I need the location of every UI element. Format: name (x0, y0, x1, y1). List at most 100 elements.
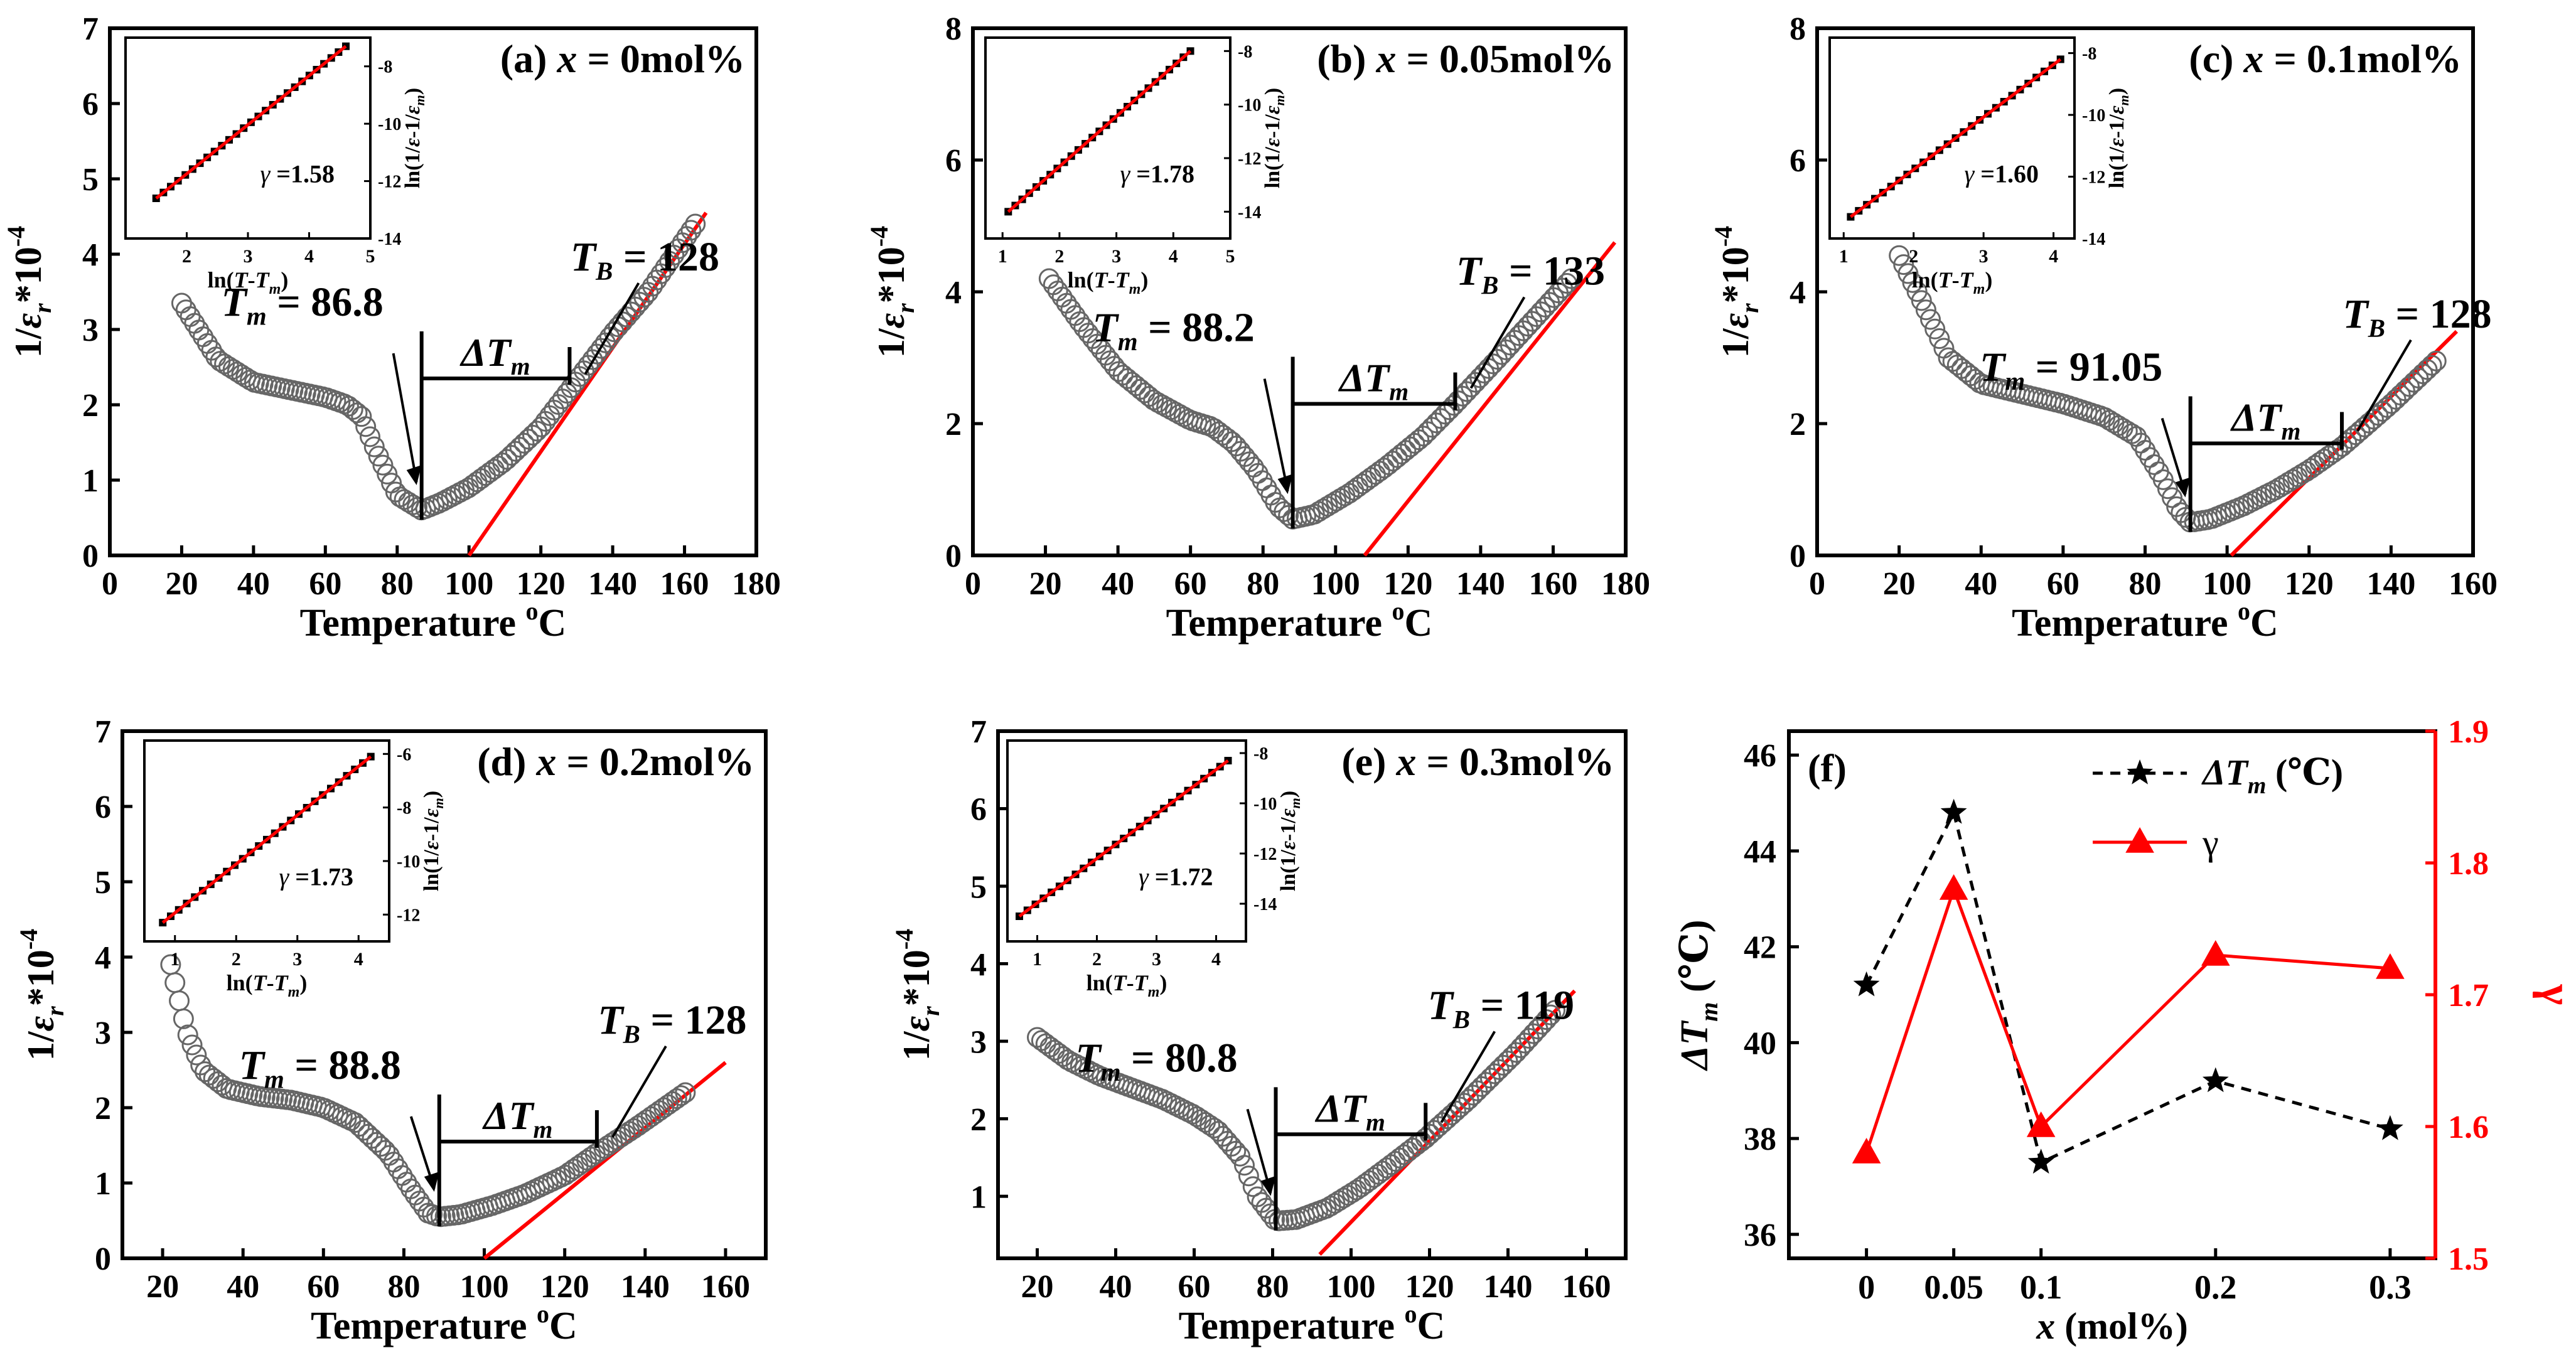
data-point (2421, 355, 2442, 376)
delta-tm-point (1853, 971, 1880, 997)
data-point (1234, 1155, 1255, 1176)
y-tick-label: 3 (970, 1024, 987, 1060)
y-tick-label-left: 38 (1744, 1121, 1776, 1157)
inset-y-tick-label: -10 (1253, 795, 1277, 814)
tm-arrowhead (1277, 474, 1293, 495)
tm-label: Tm = 91.05 (1980, 345, 2162, 396)
gamma-label: γ =1.60 (1965, 159, 2039, 188)
x-tick-label: 60 (2047, 566, 2080, 602)
panel-d: 20 40 60 80 100 120 140 160 0 1 2 3 4 5 6 7 Temperature … (14, 714, 768, 1347)
inset-frame (124, 36, 372, 240)
data-point (173, 1008, 194, 1029)
x-axis-label: x (mol%) (2036, 1305, 2188, 1347)
x-axis-label: Temperature oC (311, 1300, 577, 1347)
panel-label: (e) x = 0.3mol% (1341, 739, 1614, 784)
data-point (2135, 439, 2156, 461)
inset-y-tick-label: -8 (378, 58, 392, 77)
delta-tm-label: ΔTm (459, 330, 530, 380)
x-tick-label: 100 (1311, 566, 1360, 602)
inset-x-tick-label: 3 (244, 246, 253, 267)
y-axis-label-right: γ (2532, 984, 2576, 1005)
gamma-point (1852, 1138, 1881, 1164)
x-tick-label: 140 (621, 1269, 670, 1305)
y-tick-label-left: 40 (1744, 1025, 1776, 1061)
y-tick-label: 5 (95, 865, 111, 901)
data-point (1038, 268, 1060, 289)
inset-y-tick-label: -6 (397, 745, 411, 764)
tm-label: Tm = 80.8 (1075, 1035, 1237, 1086)
x-tick-label: 0 (1809, 566, 1825, 602)
x-tick-label: 160 (660, 566, 709, 602)
delta-tm-point (1940, 798, 1967, 824)
data-point (685, 213, 706, 235)
inset-fit-line (1849, 58, 2062, 218)
data-point (2425, 350, 2447, 372)
x-tick-label: 40 (1100, 1269, 1132, 1305)
inset-x-tick-label: 2 (1055, 246, 1064, 267)
panel-label: (c) x = 0.1mol% (2189, 36, 2462, 81)
x-tick-label: 0.05 (1924, 1268, 1983, 1306)
inset-y-tick-label: -8 (2082, 45, 2096, 64)
y-tick-label: 3 (82, 313, 99, 348)
data-point (2139, 447, 2160, 468)
tb-label: TB = 128 (571, 234, 719, 286)
tm-arrow (392, 353, 418, 483)
x-tick-label: 140 (1484, 1269, 1533, 1305)
y-tick-label-right: 1.9 (2448, 714, 2489, 750)
data-point (392, 1165, 413, 1186)
x-tick-label: 100 (460, 1269, 509, 1305)
inset-x-label: ln(T-Tm) (1912, 267, 1993, 297)
tb-arrow (1469, 296, 1526, 389)
inset-y-tick-label: -14 (1238, 203, 1261, 222)
inset-x-label: ln(T-Tm) (227, 970, 308, 1000)
panel-label: (d) x = 0.2mol% (477, 739, 754, 784)
inset-plot: 1 2 3 4 -14 -12 -10 -8 γ =1.72 ln(T-Tm) ln(1/ε-1/ε… (1006, 739, 1303, 1000)
y-tick-label: 6 (95, 790, 111, 825)
inset-y-tick-label: -10 (397, 852, 420, 872)
x-tick-label: 20 (165, 566, 198, 602)
legend-label-gamma: γ (2202, 822, 2219, 863)
data-point (396, 1172, 417, 1193)
panel-b: 0 20 40 60 80 100 120 140 160 180 0 2 4 6 8 Temperature… (865, 11, 1650, 645)
y-tick-label: 8 (945, 11, 962, 47)
delta-tm-point (2027, 1148, 2054, 1174)
tb-label: TB = 128 (598, 997, 746, 1049)
fit-line (1363, 241, 1617, 557)
inset-y-tick-label: -12 (1238, 149, 1261, 169)
inset-fit-line (155, 45, 347, 200)
gamma-point (2201, 940, 2230, 966)
x-tick-label: 160 (1562, 1269, 1611, 1305)
inset-y-tick-label: -10 (378, 115, 401, 134)
y-tick-label-left: 44 (1744, 834, 1776, 870)
inset-y-label: ln(1/ε-1/εm) (401, 88, 427, 188)
x-tick-label: 180 (1601, 566, 1650, 602)
x-tick-label: 20 (1883, 566, 1916, 602)
y-tick-label: 4 (970, 947, 987, 983)
tb-label: TB = 128 (2343, 291, 2491, 343)
y-tick-label: 7 (95, 714, 111, 750)
data-point (1060, 299, 1081, 320)
inset-x-tick-label: 2 (182, 246, 191, 267)
x-tick-label: 60 (307, 1269, 340, 1305)
y-tick-label-left: 46 (1744, 738, 1776, 774)
x-tick-label: 100 (444, 566, 493, 602)
series-gamma-line (1865, 884, 2391, 1154)
panel-a: 0 20 40 60 80 100 120 140 160 180 0 1 2 3 4 5 6 7 Temperat… (2, 11, 781, 645)
inset-x-tick-label: 3 (1152, 949, 1161, 970)
x-tick-label: 120 (2285, 566, 2334, 602)
inset-y-tick-label: -12 (1253, 845, 1277, 864)
y-tick-label: 6 (945, 143, 962, 179)
data-point (1545, 1000, 1565, 1021)
y-tick-label: 7 (970, 714, 987, 750)
panel-label: (a) x = 0mol% (500, 36, 745, 81)
inset-plot: 2 3 4 5-14 -12 -10 -8 γ =1.58 ln(T-Tm) ln(1/ε-1/ε… (124, 36, 427, 297)
x-tick-label: 180 (732, 566, 781, 602)
y-tick-label: 2 (82, 388, 99, 424)
tb-arrow (1440, 1030, 1496, 1123)
x-tick-label: 0 (965, 566, 981, 602)
data-point (1915, 299, 1936, 321)
tm-arrow (1263, 378, 1289, 491)
gamma-point (1939, 874, 1968, 900)
data-point (193, 326, 214, 348)
delta-tm-label: ΔTm (1314, 1086, 1385, 1136)
